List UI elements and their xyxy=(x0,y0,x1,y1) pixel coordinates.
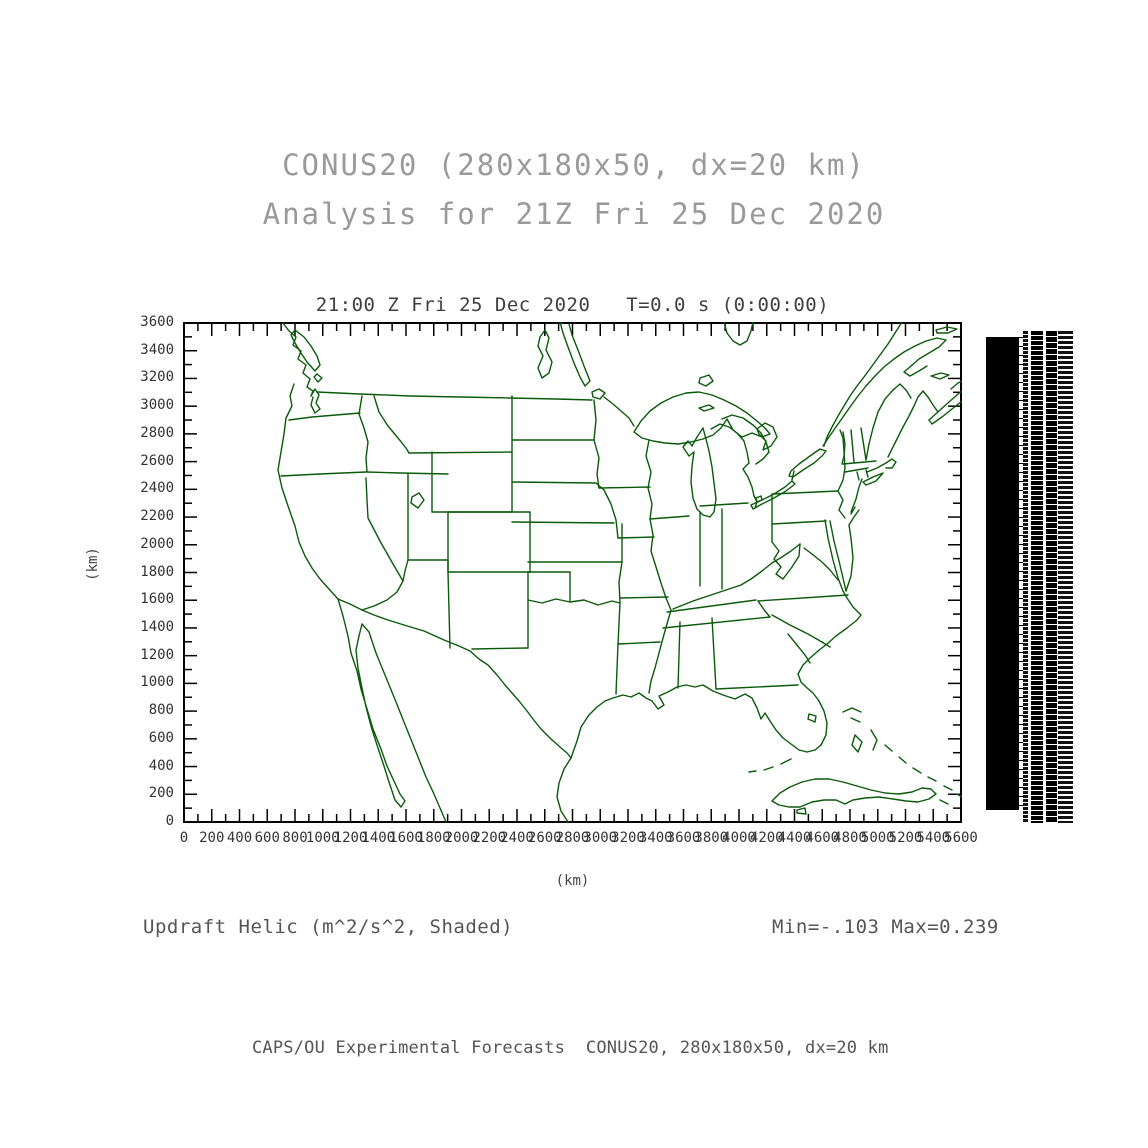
y-tick-label: 3400 xyxy=(140,341,174,358)
y-tick-label: 400 xyxy=(148,757,174,774)
x-tick-label: 5400 xyxy=(916,830,951,846)
plot-title: 21:00 Z Fri 25 Dec 2020 T=0.0 s (0:00:00… xyxy=(315,294,830,316)
y-tick-label: 0 xyxy=(165,813,174,829)
figure-subtitle: Analysis for 21Z Fri 25 Dec 2020 xyxy=(262,197,886,231)
colorbar-ticks xyxy=(1019,337,1023,810)
y-tick-label: 3200 xyxy=(140,369,174,386)
y-tick-label: 3600 xyxy=(140,314,174,330)
y-tick-label: 600 xyxy=(148,729,174,746)
minmax-annotation: Min=-.103 Max=0.239 xyxy=(772,916,999,938)
x-tick-label: 3800 xyxy=(694,830,729,846)
x-tick-label: 2200 xyxy=(472,830,507,846)
x-tick-label: 800 xyxy=(282,830,308,846)
x-tick-label: 1400 xyxy=(361,830,396,846)
x-tick-label: 200 xyxy=(199,830,225,846)
y-tick-label: 200 xyxy=(148,785,174,802)
x-tick-label: 1000 xyxy=(305,830,340,846)
x-tick-label: 3000 xyxy=(583,830,618,846)
x-tick-label: 4400 xyxy=(777,830,812,846)
plot-frame xyxy=(183,322,962,823)
y-tick-label: 1200 xyxy=(140,646,174,663)
x-tick-label: 2600 xyxy=(527,830,562,846)
y-tick-label: 2200 xyxy=(140,508,174,525)
y-tick-label: 1800 xyxy=(140,563,174,580)
x-tick-label: 4000 xyxy=(722,830,756,846)
axis-ticks xyxy=(183,322,962,823)
y-tick-label: 2600 xyxy=(140,452,174,469)
figure-title: CONUS20 (280x180x50, dx=20 km) xyxy=(282,148,866,182)
colorbar-labels-smear xyxy=(1023,331,1073,823)
y-tick-label: 1400 xyxy=(140,618,174,635)
x-tick-label: 4200 xyxy=(749,830,784,846)
x-tick-label: 0 xyxy=(179,830,189,846)
x-tick-label: 4800 xyxy=(833,830,867,846)
y-tick-label: 1000 xyxy=(140,674,174,691)
y-tick-label: 800 xyxy=(148,702,174,719)
y-tick-label: 2800 xyxy=(140,424,174,441)
x-tick-label: 1800 xyxy=(416,830,451,846)
y-tick-label: 2400 xyxy=(140,480,174,497)
x-tick-label: 5000 xyxy=(860,830,895,846)
map-outlines xyxy=(277,322,962,823)
x-axis-label: (km) xyxy=(555,873,590,889)
x-tick-label: 2800 xyxy=(555,830,590,846)
y-tick-label: 1600 xyxy=(140,591,174,608)
footer-credit: CAPS/OU Experimental Forecasts CONUS20, … xyxy=(252,1038,889,1058)
x-tick-label: 4600 xyxy=(805,830,840,846)
colorbar xyxy=(986,337,1019,810)
y-axis-label: (km) xyxy=(84,547,101,581)
x-tick-label: 2400 xyxy=(500,830,534,846)
y-tick-label: 2000 xyxy=(140,535,174,552)
y-tick-label: 3000 xyxy=(140,397,174,414)
x-tick-label: 2000 xyxy=(444,830,479,846)
field-annotation: Updraft Helic (m^2/s^2, Shaded) xyxy=(143,916,514,938)
x-tick-label: 1600 xyxy=(389,830,423,846)
x-tick-label: 600 xyxy=(254,830,280,846)
x-tick-label: 3400 xyxy=(638,830,673,846)
x-tick-label: 3200 xyxy=(611,830,645,846)
x-tick-label: 1200 xyxy=(333,830,368,846)
map-plot xyxy=(183,322,962,823)
x-tick-label: 5200 xyxy=(888,830,923,846)
x-tick-label: 3600 xyxy=(666,830,701,846)
x-tick-label: 5600 xyxy=(944,830,978,846)
x-tick-label: 400 xyxy=(226,830,253,846)
